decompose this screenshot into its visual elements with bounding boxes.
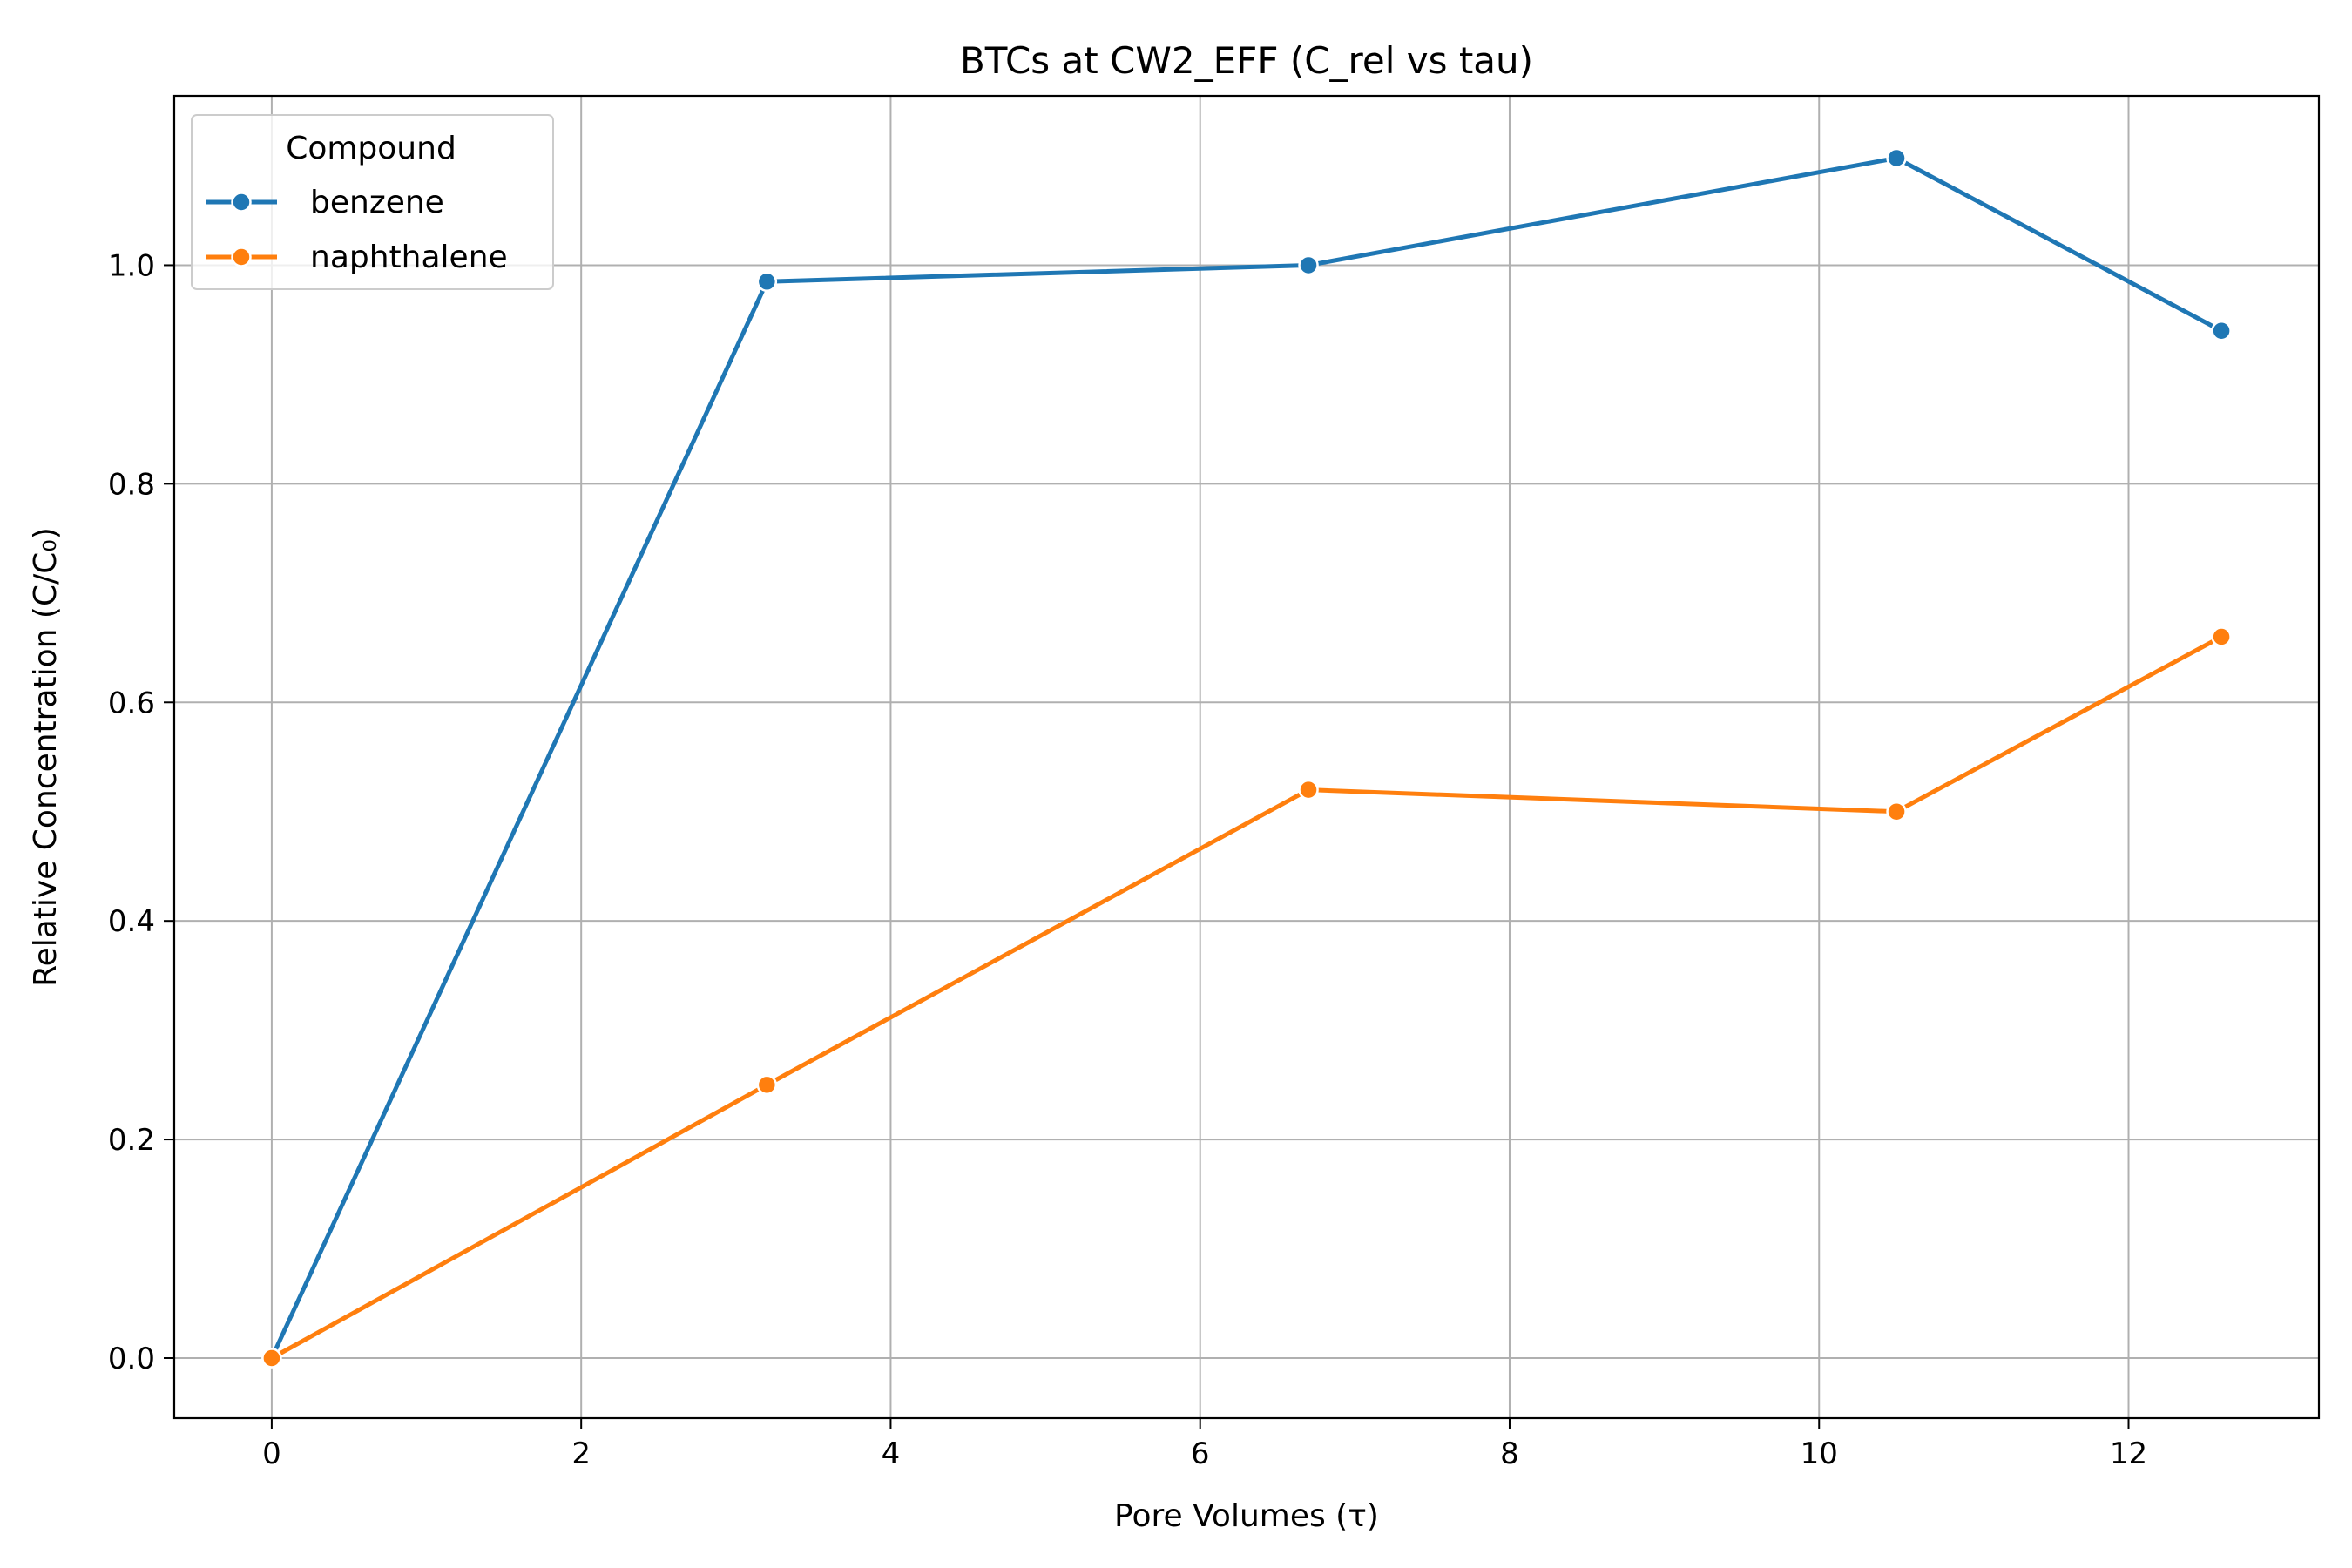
ticks: 0 2 4 6 8 10 12 0.0 0.2 0.4 0.6 0.8 1.0 [108, 248, 2147, 1471]
legend-marker-benzene [231, 192, 252, 213]
data-point-naphthalene [756, 1074, 778, 1096]
series-layer [261, 147, 2232, 1369]
legend-title: Compound [286, 131, 456, 166]
x-tick-label: 10 [1801, 1436, 1838, 1471]
legend-entry-benzene: benzene [206, 185, 444, 220]
y-axis-label: Relative Concentration (C/C₀) [28, 527, 64, 987]
x-tick-label: 2 [571, 1436, 591, 1471]
x-tick-label: 4 [882, 1436, 901, 1471]
data-point-benzene [1886, 147, 1907, 169]
y-tick-label: 0.6 [108, 686, 155, 720]
x-axis-label: Pore Volumes (τ) [1114, 1498, 1379, 1534]
y-tick-label: 0.8 [108, 467, 155, 502]
data-point-naphthalene [1298, 779, 1319, 801]
data-point-naphthalene [1886, 801, 1907, 822]
x-tick-label: 6 [1191, 1436, 1210, 1471]
legend-box [191, 114, 554, 290]
data-point-benzene [2211, 320, 2232, 341]
legend: Compound benzene naphthalene [191, 114, 554, 290]
y-tick-label: 0.4 [108, 904, 155, 939]
x-tick-label: 0 [262, 1436, 281, 1471]
x-tick-label: 12 [2110, 1436, 2147, 1471]
grid [174, 96, 2319, 1418]
legend-entry-naphthalene: naphthalene [206, 240, 508, 275]
legend-label-naphthalene: naphthalene [310, 240, 508, 275]
y-tick-label: 0.0 [108, 1342, 155, 1376]
legend-marker-naphthalene [231, 247, 252, 267]
data-point-naphthalene [261, 1348, 282, 1369]
data-point-benzene [1298, 254, 1319, 276]
series-naphthalene [261, 626, 2232, 1369]
chart-title: BTCs at CW2_EFF (C_rel vs tau) [960, 39, 1533, 82]
x-tick-label: 8 [1500, 1436, 1519, 1471]
legend-label-benzene: benzene [310, 185, 444, 220]
y-tick-label: 0.2 [108, 1123, 155, 1158]
plot-frame [172, 94, 2321, 1420]
legend-entries: benzene naphthalene [206, 185, 508, 275]
y-tick-label: 1.0 [108, 248, 155, 283]
data-point-benzene [756, 271, 778, 293]
data-point-naphthalene [2211, 626, 2232, 647]
